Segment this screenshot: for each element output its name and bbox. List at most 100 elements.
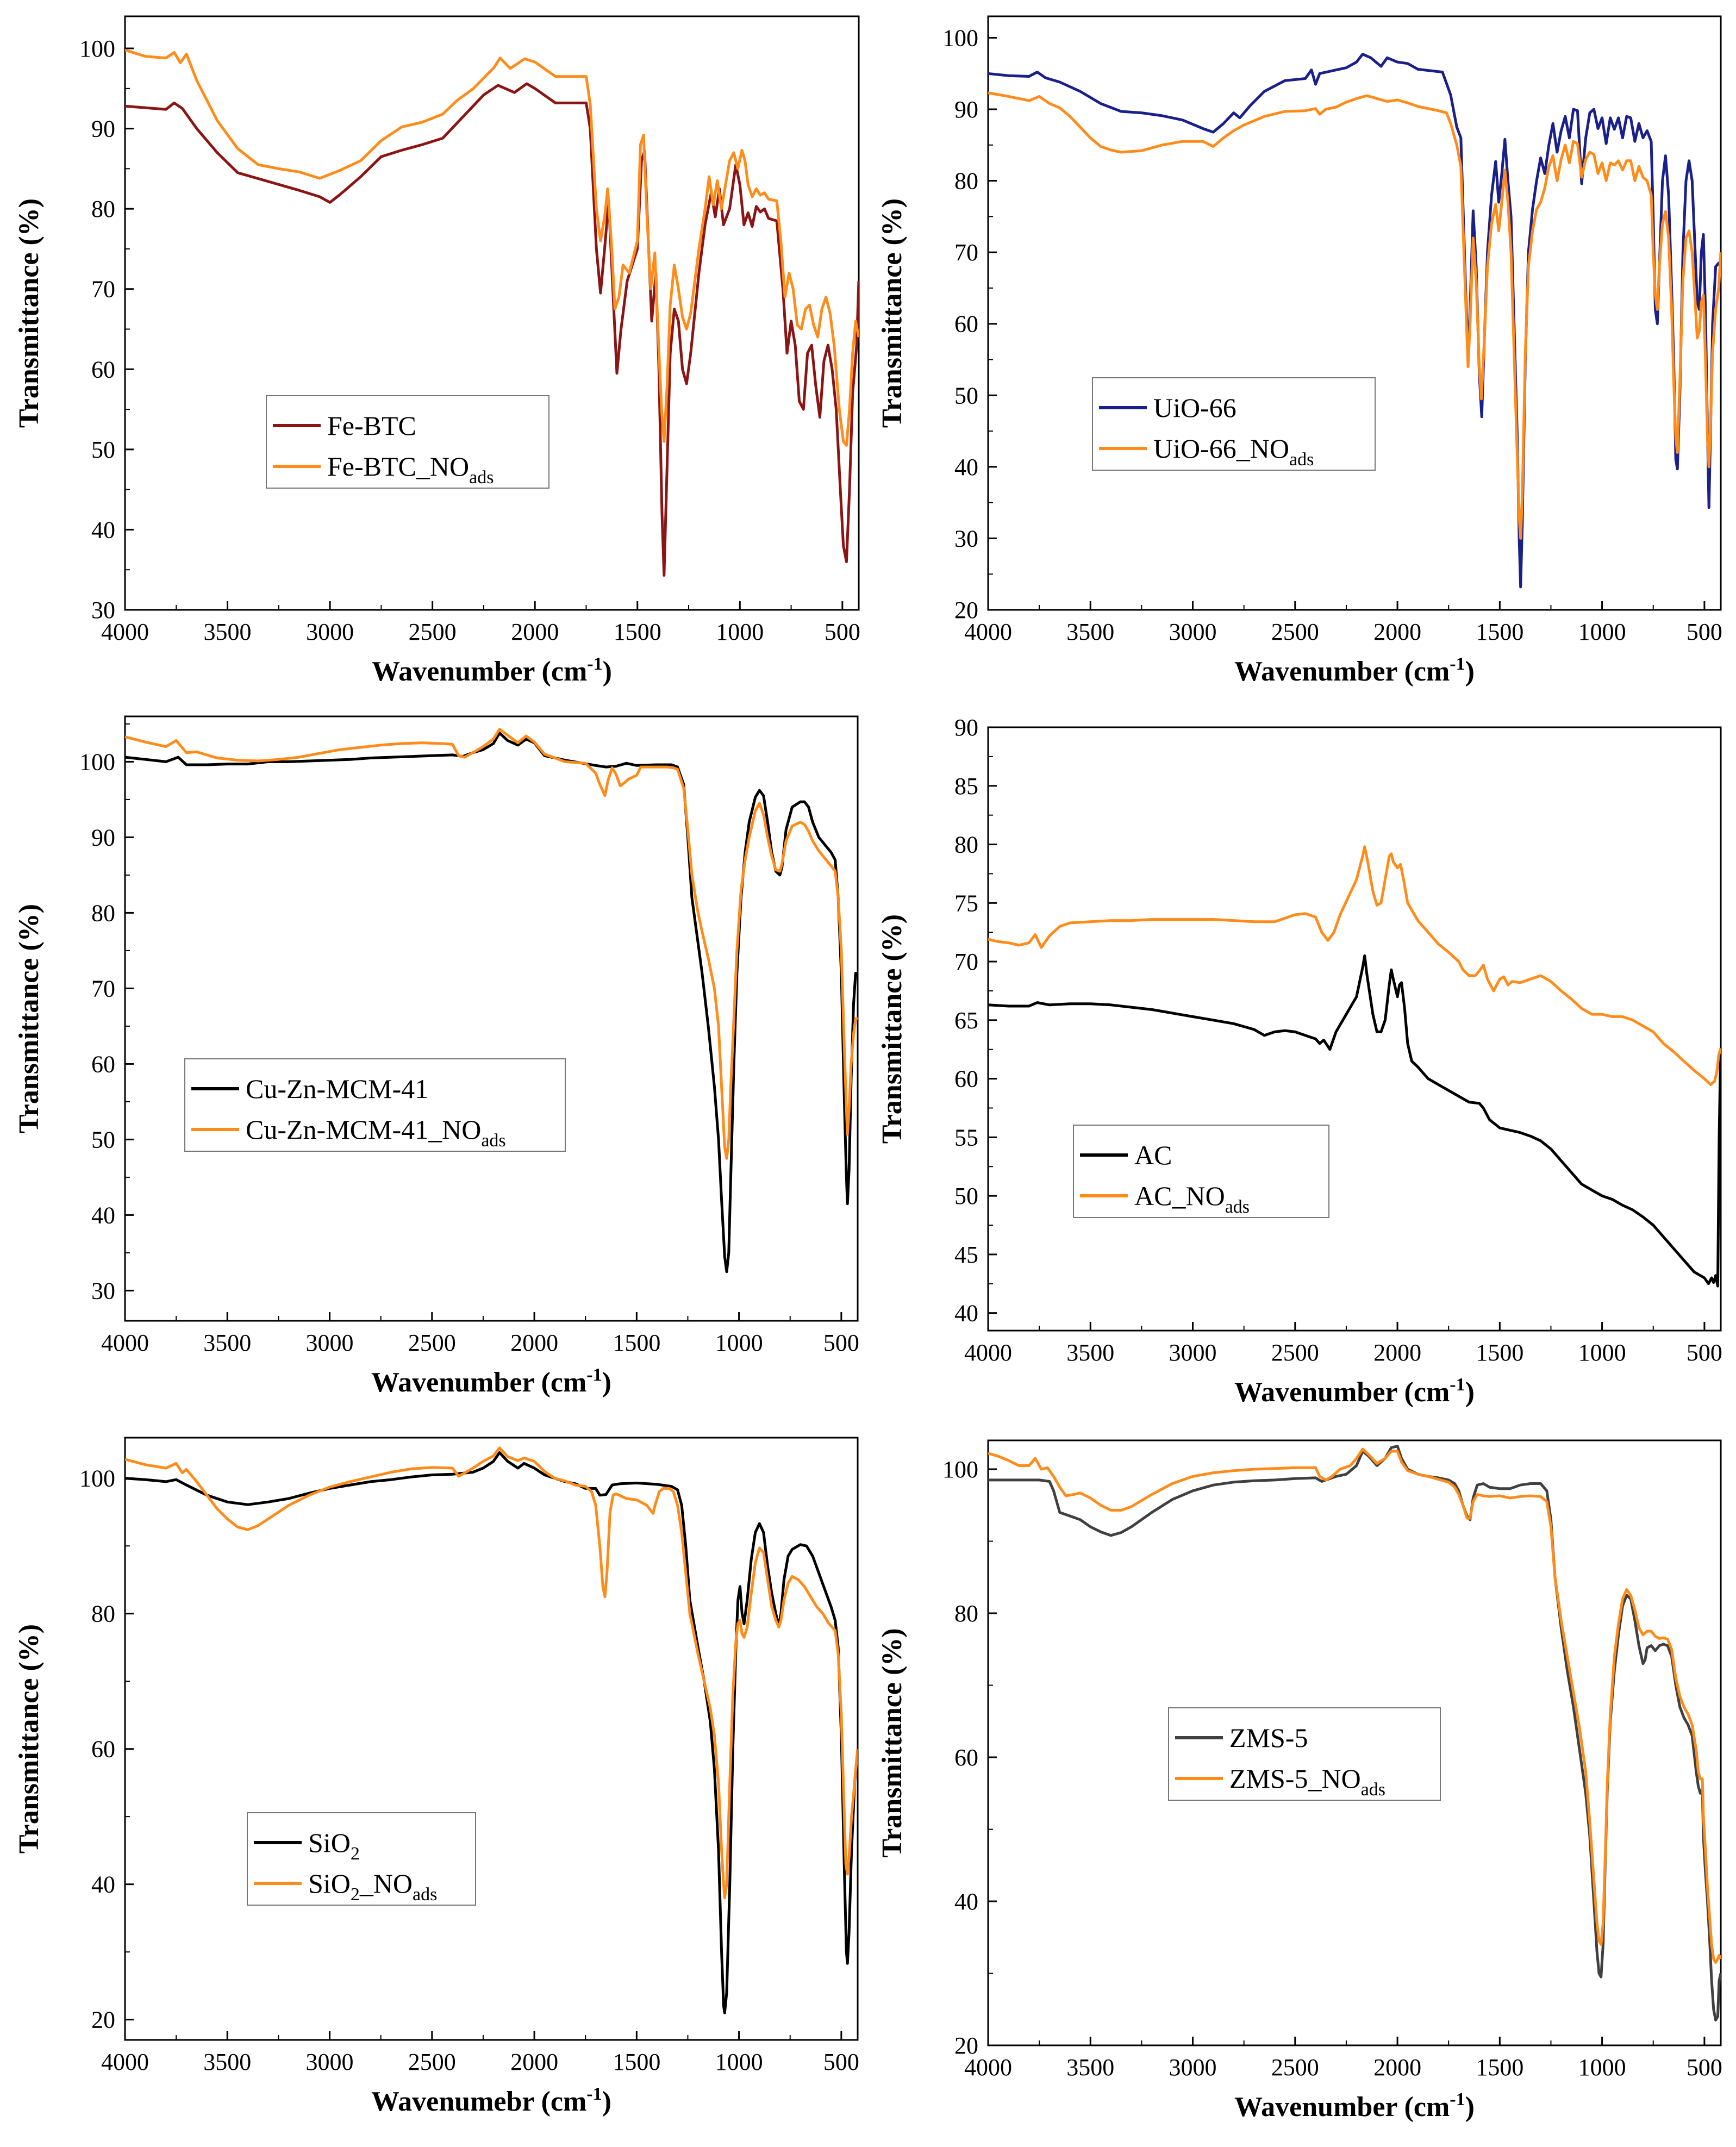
- series-line-1: [988, 954, 1721, 1288]
- y-tick-label: 75: [954, 890, 978, 916]
- y-axis-label: Transmittance (%): [877, 914, 908, 1144]
- y-axis-label: Transmittance (%): [14, 198, 45, 428]
- legend-entry: UiO-66_NOads: [1153, 433, 1314, 470]
- x-tick-label: 1500: [613, 1330, 660, 1356]
- y-tick-label: 90: [954, 714, 978, 741]
- series-line-1: [988, 1445, 1721, 2022]
- y-tick-label: 90: [91, 116, 115, 142]
- plot-frame: [124, 1437, 859, 2041]
- legend-entry: Cu-Zn-MCM-41: [246, 1074, 428, 1104]
- series-line-2: [988, 845, 1721, 1086]
- x-tick-label: 1000: [716, 619, 764, 645]
- chart-panel-3: 4000 3500 3000 2500 2000 1500 1000 500 30 40 50 60 7…: [14, 715, 859, 1398]
- plot-frame: [987, 1439, 1722, 2046]
- y-tick-label: 90: [954, 96, 978, 123]
- x-tick-label: 3000: [306, 2049, 354, 2075]
- x-tick-label: 3000: [1169, 619, 1217, 645]
- legend-entry: SiO2_NOads: [308, 1868, 437, 1905]
- series-line-1: [125, 1451, 858, 2014]
- y-tick-label: 45: [954, 1241, 978, 1268]
- y-tick-label: 20: [954, 597, 978, 623]
- x-tick-label: 4000: [101, 619, 149, 645]
- x-tick-label: 1000: [1578, 619, 1626, 645]
- y-tick-label: 40: [91, 1871, 115, 1898]
- y-tick-label: 85: [954, 773, 978, 800]
- x-tick-label: 4000: [964, 1339, 1012, 1366]
- legend-entry: AC_NOads: [1134, 1181, 1250, 1217]
- x-tick-label: 3500: [1066, 1339, 1114, 1366]
- y-tick-label: 30: [91, 1277, 115, 1304]
- series-line-1: [125, 82, 859, 577]
- x-tick-label: 4000: [964, 2054, 1012, 2081]
- x-tick-label: 500: [1687, 2054, 1722, 2081]
- y-tick-label: 100: [942, 24, 978, 51]
- series-line-2: [988, 91, 1721, 540]
- legend: Cu-Zn-MCM-41 Cu-Zn-MCM-41_NOads: [184, 1058, 566, 1152]
- chart-panel-4: 4000 3500 3000 2500 2000 1500 1000 500 40 45 50 55 6…: [877, 714, 1722, 1408]
- x-tick-label: 3500: [1066, 2054, 1114, 2081]
- y-tick-label: 30: [954, 525, 978, 552]
- x-tick-label: 1500: [1476, 2054, 1523, 2081]
- x-tick-label: 500: [825, 619, 860, 645]
- x-tick-label: 4000: [101, 2049, 149, 2075]
- x-tick-label: 2000: [1373, 1339, 1421, 1366]
- x-tick-label: 1000: [1578, 1339, 1626, 1366]
- series-line-2: [125, 728, 858, 1160]
- y-axis-label: Transmittance (%): [14, 1624, 45, 1853]
- y-tick-label: 70: [954, 239, 978, 266]
- y-tick-label: 100: [79, 748, 115, 775]
- legend-entry: ZMS-5: [1229, 1722, 1308, 1753]
- legend-box: [1073, 1125, 1329, 1218]
- y-tick-label: 40: [954, 1888, 978, 1915]
- y-tick-label: 55: [954, 1124, 978, 1151]
- x-tick-label: 3000: [306, 619, 354, 645]
- x-tick-label: 2000: [1373, 619, 1421, 645]
- y-tick-label: 100: [79, 35, 115, 62]
- x-tick-label: 1500: [614, 619, 661, 645]
- chart-panel-1: 4000 3500 3000 2500 2000 1500 1000 500 30 40 50 60 7…: [14, 15, 860, 687]
- y-axis-label: Transmittance (%): [877, 1628, 908, 1857]
- y-tick-label: 80: [91, 1601, 115, 1627]
- x-tick-label: 2000: [510, 1330, 558, 1356]
- x-tick-label: 2000: [1373, 2054, 1421, 2081]
- plot-frame: [124, 715, 859, 1322]
- x-tick-label: 1500: [1476, 619, 1523, 645]
- y-axis-label: Transmittance (%): [877, 198, 908, 428]
- legend-entry: AC: [1134, 1140, 1172, 1170]
- series-line-2: [125, 48, 859, 447]
- x-axis-label: Wavenumber (cm-1): [1234, 1375, 1475, 1408]
- y-tick-label: 80: [91, 900, 115, 926]
- y-tick-label: 40: [954, 454, 978, 480]
- y-tick-label: 80: [954, 168, 978, 195]
- legend: Fe-BTC Fe-BTC_NOads: [266, 395, 549, 489]
- x-tick-label: 1000: [1578, 2054, 1626, 2081]
- y-tick-label: 60: [91, 1736, 115, 1763]
- plot-frame: [124, 15, 860, 611]
- y-tick-label: 50: [91, 436, 115, 463]
- x-axis-label: Wavenumber (cm-1): [1234, 654, 1475, 687]
- x-tick-label: 2500: [408, 1330, 456, 1356]
- x-tick-label: 500: [1687, 619, 1722, 645]
- x-tick-label: 1500: [613, 2049, 660, 2075]
- legend-box: [247, 1812, 476, 1906]
- y-tick-label: 80: [91, 196, 115, 222]
- y-tick-label: 60: [954, 311, 978, 338]
- y-tick-label: 20: [91, 2007, 115, 2033]
- x-tick-label: 3500: [204, 619, 252, 645]
- y-tick-label: 60: [91, 1051, 115, 1077]
- x-tick-label: 500: [823, 2049, 859, 2075]
- legend-box: [184, 1058, 566, 1152]
- legend: UiO-66 UiO-66_NOads: [1092, 377, 1376, 471]
- y-tick-label: 50: [91, 1126, 115, 1153]
- legend-entry: Fe-BTC: [327, 410, 416, 441]
- x-tick-label: 2500: [1271, 2054, 1319, 2081]
- x-tick-label: 3000: [1169, 2054, 1217, 2081]
- x-tick-label: 4000: [964, 619, 1012, 645]
- x-axis-label: Wavenumber (cm-1): [372, 654, 612, 687]
- x-tick-label: 3500: [1066, 619, 1114, 645]
- x-tick-label: 2500: [409, 619, 457, 645]
- x-tick-label: 3000: [1169, 1339, 1217, 1366]
- legend-entry: UiO-66: [1153, 392, 1237, 423]
- x-tick-label: 1000: [715, 1330, 763, 1356]
- x-tick-label: 1000: [715, 2049, 763, 2075]
